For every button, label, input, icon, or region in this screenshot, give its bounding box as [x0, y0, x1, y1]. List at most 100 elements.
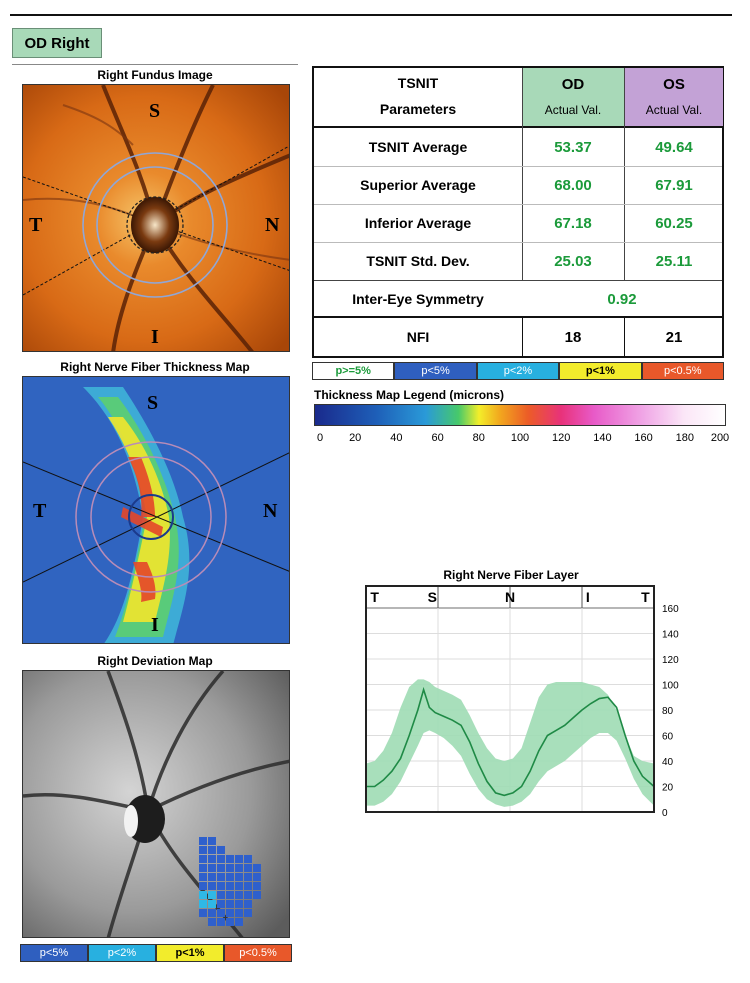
chart-y-tick-label: 0 — [662, 808, 668, 819]
chart-y-tick-label: 160 — [662, 604, 679, 615]
thickness-label-s: S — [147, 392, 158, 414]
deviation-grid — [199, 837, 261, 926]
deviation-cell — [208, 846, 216, 854]
chart-sector-label: T — [641, 589, 650, 605]
deviation-cell — [217, 891, 225, 899]
deviation-cell — [217, 864, 225, 872]
deviation-cell — [199, 837, 207, 845]
rnfl-thickness-line — [366, 686, 655, 797]
thickness-tick-label: 180 — [675, 432, 694, 444]
p-legend-item: p<1% — [559, 362, 642, 380]
chart-frame-outline — [365, 585, 655, 813]
chart-sector-label: N — [505, 589, 515, 605]
deviation-cell — [199, 873, 207, 881]
tsnit-table: TSNIT Parameters OD Actual Val. OS Actua… — [312, 66, 724, 358]
deviation-cell — [235, 873, 243, 881]
param-row-od-value: 53.37 — [554, 138, 592, 156]
deviation-cell — [226, 882, 234, 890]
deviation-cell — [253, 882, 261, 890]
section-rule — [12, 64, 298, 65]
deviation-cell — [217, 846, 225, 854]
thickness-map-title: Right Nerve Fiber Thickness Map — [60, 360, 250, 374]
deviation-map-image — [22, 670, 290, 938]
deviation-cell — [217, 909, 225, 917]
deviation-legend-item: p<1% — [156, 944, 224, 962]
deviation-cell — [226, 855, 234, 863]
chart-y-tick-label: 40 — [662, 757, 674, 768]
fundus-image: S T N I — [22, 84, 290, 352]
deviation-cell — [235, 882, 243, 890]
param-row-od-value: 67.18 — [554, 214, 592, 232]
os-subheader: Actual Val. — [645, 103, 703, 117]
deviation-cell — [235, 855, 243, 863]
os-header: OS — [663, 75, 685, 93]
od-header: OD — [561, 75, 585, 93]
deviation-cell — [217, 918, 225, 926]
deviation-cell — [199, 846, 207, 854]
deviation-cell — [208, 837, 216, 845]
deviation-legend-item: p<2% — [88, 944, 156, 962]
symmetry-value: 0.92 — [607, 290, 637, 308]
fundus-title: Right Fundus Image — [97, 68, 213, 82]
param-row-os-value: 60.25 — [655, 214, 693, 232]
chart-title: Right Nerve Fiber Layer — [443, 568, 579, 582]
chart-y-tick-label: 120 — [662, 655, 679, 666]
normal-range-band — [366, 679, 654, 807]
deviation-cell — [226, 864, 234, 872]
nfi-label: NFI — [406, 329, 430, 345]
thickness-label-n: N — [263, 500, 278, 522]
chart-y-tick-label: 60 — [662, 732, 674, 743]
param-row-label: Superior Average — [360, 177, 476, 193]
chart-sector-label: S — [428, 589, 437, 605]
thickness-tick-label: 80 — [472, 432, 485, 444]
thickness-label-i: I — [151, 614, 159, 636]
deviation-cell — [235, 918, 243, 926]
deviation-map-title: Right Deviation Map — [97, 654, 213, 668]
param-header-line1: TSNIT — [397, 75, 439, 91]
deviation-cell — [208, 873, 216, 881]
deviation-cell — [217, 900, 225, 908]
chart-y-tick-label: 80 — [662, 706, 674, 717]
chart-sector-label: I — [586, 589, 590, 605]
deviation-cell — [226, 900, 234, 908]
deviation-cell — [244, 882, 252, 890]
p-legend-item: p<0.5% — [641, 362, 724, 380]
deviation-cell — [226, 918, 234, 926]
deviation-cell — [208, 900, 216, 908]
deviation-cell — [244, 864, 252, 872]
chart-y-tick-label: 140 — [662, 630, 679, 641]
od-subheader: Actual Val. — [544, 103, 602, 117]
deviation-cell — [208, 909, 216, 917]
deviation-cell — [226, 909, 234, 917]
deviation-cell — [208, 891, 216, 899]
eye-badge: OD Right — [12, 28, 102, 58]
deviation-cell — [244, 855, 252, 863]
thickness-tick-label: 60 — [431, 432, 444, 444]
header-rule — [10, 14, 732, 16]
thickness-tick-label: 0 — [316, 432, 324, 444]
param-row-od-value: 68.00 — [554, 176, 592, 194]
thickness-tick-label: 160 — [634, 432, 653, 444]
p-legend-item: p<5% — [394, 362, 477, 380]
deviation-cell — [199, 855, 207, 863]
deviation-cell — [217, 873, 225, 881]
thickness-gradient-bar — [314, 404, 726, 426]
nfi-os: 21 — [665, 328, 683, 346]
deviation-cell — [235, 891, 243, 899]
fundus-label-s: S — [149, 100, 160, 122]
deviation-cell — [253, 873, 261, 881]
deviation-cell — [208, 918, 216, 926]
symmetry-label: Inter-Eye Symmetry — [352, 291, 484, 307]
deviation-cell — [226, 891, 234, 899]
deviation-cell — [235, 900, 243, 908]
param-row-os-value: 49.64 — [655, 138, 693, 156]
param-row-os-value: 25.11 — [655, 252, 693, 270]
nfi-od: 18 — [564, 328, 582, 346]
deviation-cell — [199, 909, 207, 917]
param-row-label: Inferior Average — [364, 215, 472, 231]
param-row-label: TSNIT Average — [368, 139, 468, 155]
od-header-bg — [522, 68, 624, 126]
param-row-os-value: 67.91 — [655, 176, 693, 194]
deviation-cell — [235, 864, 243, 872]
fundus-label-n: N — [265, 214, 280, 236]
